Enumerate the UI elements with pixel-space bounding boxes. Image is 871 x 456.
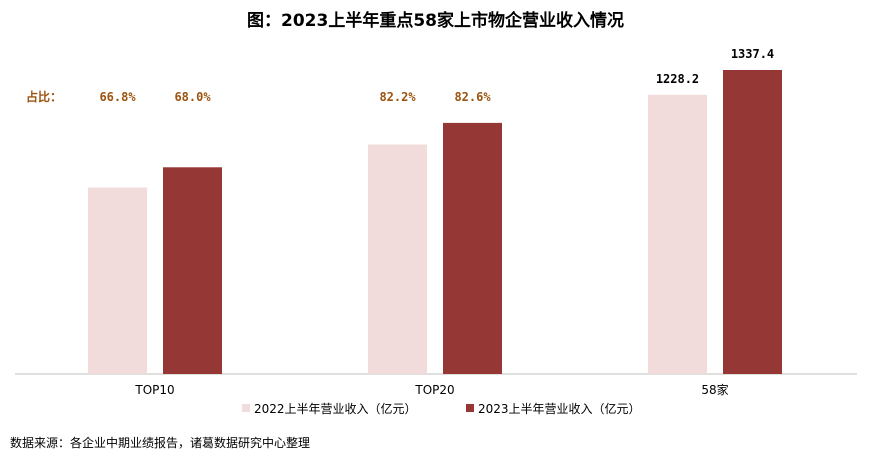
bar-2022-0 [88, 187, 147, 374]
chart-title: 图：2023上半年重点58家上市物企营业收入情况 [247, 11, 624, 31]
ratio-data-label: 82.6% [454, 90, 491, 104]
x-tick-label: TOP10 [134, 383, 174, 397]
bar-2023-1 [443, 122, 502, 374]
value-data-label: 1228.2 [656, 72, 699, 86]
ratio-label: 占比： [26, 89, 62, 104]
value-data-label: 1337.4 [731, 47, 774, 61]
source-note: 数据来源：各企业中期业绩报告，诸葛数据研究中心整理 [10, 436, 311, 450]
ratio-data-label: 68.0% [174, 90, 211, 104]
x-tick-label: 58家 [701, 382, 728, 397]
ratio-data-label: 82.2% [379, 90, 416, 104]
legend-swatch [242, 404, 250, 412]
ratio-data-label: 66.8% [99, 90, 136, 104]
bar-2022-1 [368, 144, 427, 374]
x-tick-label: TOP20 [414, 383, 454, 397]
bar-2023-0 [163, 167, 222, 374]
legend-label: 2023上半年营业收入（亿元） [478, 401, 641, 416]
bar-2023-2 [723, 70, 782, 374]
bar-2022-2 [648, 94, 707, 374]
legend-label: 2022上半年营业收入（亿元） [254, 401, 417, 416]
legend-swatch [466, 404, 474, 412]
